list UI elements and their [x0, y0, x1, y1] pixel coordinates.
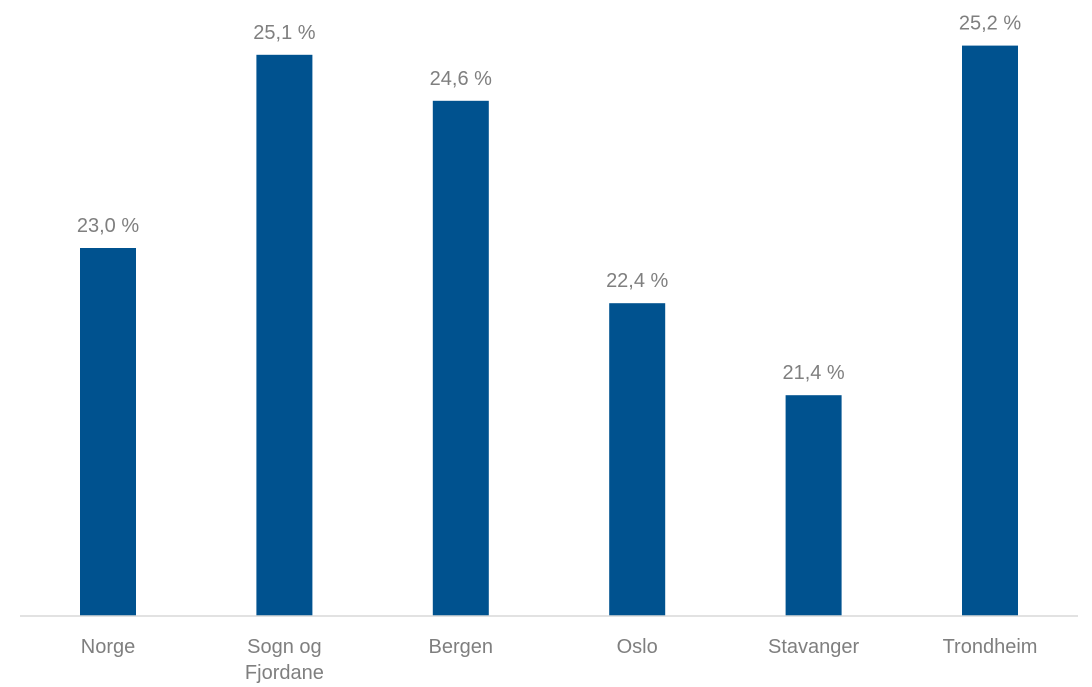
x-tick-label-line: Norge [81, 636, 135, 658]
bar-3 [609, 303, 666, 616]
data-label-3: 22,4 % [606, 270, 668, 292]
x-tick-label-1: Sogn og Fjordane [245, 636, 324, 684]
x-tick-label-4: Stavanger [768, 636, 860, 658]
x-tick-label-0: Norge [81, 636, 135, 658]
x-tick-label-line: Stavanger [768, 636, 860, 658]
data-label-4: 21,4 % [782, 362, 844, 384]
x-tick-label-5: Trondheim [943, 636, 1038, 658]
x-tick-labels-group: Norge Sogn og Fjordane Bergen Oslo Stavanger T… [81, 636, 1038, 684]
bar-2 [432, 100, 489, 617]
x-tick-label-line: Oslo [617, 636, 658, 658]
bar-1 [256, 54, 313, 617]
x-tick-label-line: Bergen [429, 636, 494, 658]
data-label-5: 25,2 % [959, 13, 1021, 35]
bars-group [80, 45, 1018, 617]
data-labels-group: 23,0 % 25,1 % 24,6 % 22,4 % 21,4 % 25,2 % [77, 13, 1021, 385]
bar-4 [785, 395, 842, 616]
data-label-0: 23,0 % [77, 215, 139, 237]
x-tick-label-line: Trondheim [943, 636, 1038, 658]
x-tick-label-line: Sogn og [247, 636, 322, 658]
x-tick-label-line: Fjordane [245, 662, 324, 684]
bar-5 [962, 45, 1018, 617]
bar-0 [80, 248, 136, 616]
x-tick-label-2: Bergen [429, 636, 494, 658]
data-label-2: 24,6 % [430, 68, 492, 90]
x-tick-label-3: Oslo [617, 636, 658, 658]
data-label-1: 25,1 % [253, 22, 315, 44]
